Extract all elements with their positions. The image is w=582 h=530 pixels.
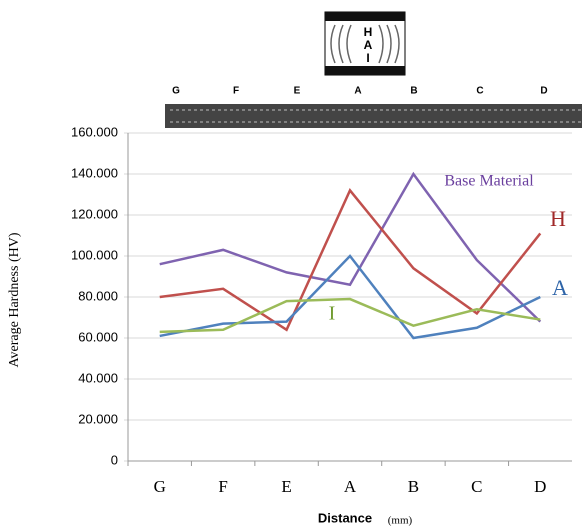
weld-strip (165, 104, 582, 128)
series-line (160, 190, 541, 329)
chart: Average Hardness (HV) Distance (mm) G F E A… (0, 0, 582, 530)
x-axis-unit: (mm) (388, 515, 413, 527)
y-tick-label: 60.000 (78, 329, 118, 344)
x-tick-label: B (408, 477, 419, 496)
y-tick-label: 40.000 (78, 370, 118, 385)
y-axis-label: Average Hardness (HV) (7, 232, 22, 367)
y-tick-label: 120.000 (71, 206, 118, 221)
strip-label: A (354, 86, 361, 97)
series-label: I (329, 303, 336, 325)
y-tick-label: 20.000 (78, 411, 118, 426)
series-label: Base Material (444, 173, 534, 190)
y-tick-label: 140.000 (71, 165, 118, 180)
series-label: H (550, 206, 566, 231)
x-tick-label: C (471, 477, 482, 496)
y-tick-label: 160.000 (71, 124, 118, 139)
strip-label: E (294, 86, 301, 97)
strip-label: F (233, 86, 239, 97)
strip-label: B (410, 86, 417, 97)
y-tick-label: 100.000 (71, 247, 118, 262)
inset-label: I (366, 51, 369, 65)
x-tick-label: G (154, 477, 166, 496)
x-axis-label: Distance (318, 510, 372, 525)
y-tick-label: 80.000 (78, 288, 118, 303)
x-tick-label: E (281, 477, 291, 496)
strip-label: G (172, 86, 180, 97)
y-tick-label: 0 (111, 452, 118, 467)
strip-label: C (476, 86, 483, 97)
x-tick-label: F (218, 477, 227, 496)
strip-label: D (540, 86, 547, 97)
series-label: A (552, 275, 568, 300)
inset-label: A (364, 38, 373, 52)
x-tick-label: D (534, 477, 546, 496)
inset-label: H (364, 25, 373, 39)
x-tick-label: A (344, 477, 357, 496)
